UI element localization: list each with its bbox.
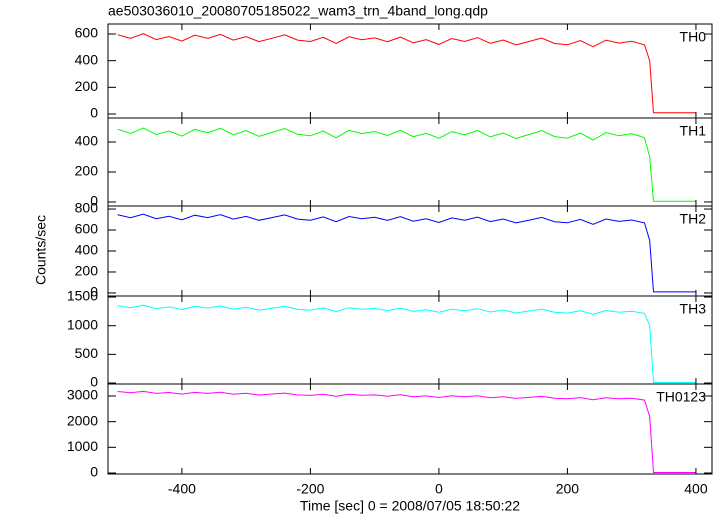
y-tick-label: 600 xyxy=(75,221,99,237)
y-tick-label: 1000 xyxy=(67,438,98,454)
x-tick-label: 200 xyxy=(556,481,580,497)
y-tick-label: 1500 xyxy=(67,288,98,304)
panel-label: TH0 xyxy=(680,29,707,45)
panel-label: TH0123 xyxy=(656,389,706,405)
y-tick-label: 3000 xyxy=(67,387,98,403)
y-axis-label: Counts/sec xyxy=(33,215,49,285)
y-tick-label: 0 xyxy=(90,464,98,480)
y-tick-label: 200 xyxy=(75,263,99,279)
series-line xyxy=(117,213,696,293)
panel-frame xyxy=(107,117,713,207)
y-tick-label: 200 xyxy=(75,163,99,179)
y-tick-label: 2000 xyxy=(67,412,98,428)
x-tick-label: 0 xyxy=(435,481,443,497)
y-tick-label: 0 xyxy=(90,374,98,390)
series-line xyxy=(117,304,696,383)
y-tick-label: 0 xyxy=(90,193,98,209)
panel-frame xyxy=(107,383,713,475)
panel-label: TH1 xyxy=(680,123,707,139)
x-tick-label: -200 xyxy=(296,481,324,497)
series-line xyxy=(117,390,696,473)
panel-label: TH2 xyxy=(680,211,707,227)
y-tick-label: 400 xyxy=(75,133,99,149)
x-axis-label: Time [sec] 0 = 2008/07/05 18:50:22 xyxy=(300,498,520,514)
y-tick-label: 400 xyxy=(75,242,99,258)
x-tick-label: 400 xyxy=(684,481,708,497)
y-tick-label: 0 xyxy=(90,284,98,300)
y-tick-label: 200 xyxy=(75,78,99,94)
chart-title: ae503036010_20080705185022_wam3_trn_4ban… xyxy=(108,3,488,19)
panel-frame xyxy=(107,23,713,119)
y-tick-label: 600 xyxy=(75,25,99,41)
y-tick-label: 800 xyxy=(75,200,99,216)
panel-frame xyxy=(107,205,713,297)
y-tick-label: 400 xyxy=(75,51,99,67)
y-tick-label: 1000 xyxy=(67,316,98,332)
panel-frame xyxy=(107,295,713,385)
y-tick-label: 500 xyxy=(75,345,99,361)
panel-label: TH3 xyxy=(680,301,707,317)
series-line xyxy=(117,127,696,202)
series-line xyxy=(117,33,696,114)
y-tick-label: 0 xyxy=(90,105,98,121)
x-tick-label: -400 xyxy=(168,481,196,497)
